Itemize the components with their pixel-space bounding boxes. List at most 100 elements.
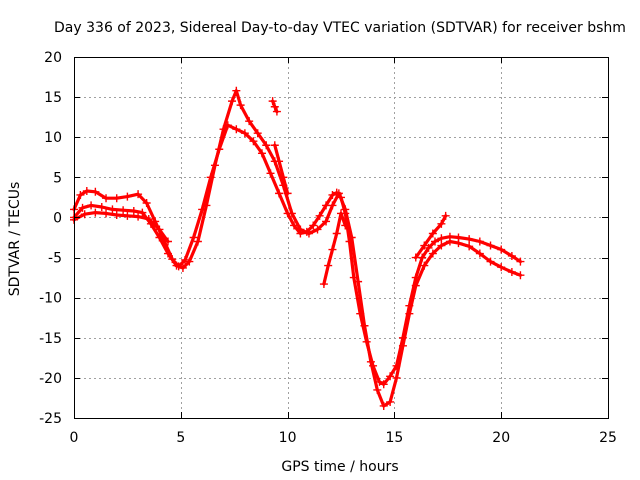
data-point — [420, 261, 429, 270]
data-point — [465, 235, 474, 244]
y-tick-label: -5 — [48, 251, 62, 267]
y-tick-label: -15 — [39, 331, 62, 347]
data-point — [347, 233, 356, 242]
data-point — [516, 257, 525, 266]
data-point — [287, 209, 296, 218]
series-group — [70, 86, 525, 410]
data-point — [398, 341, 407, 350]
data-point — [266, 169, 275, 178]
data-point — [91, 208, 100, 217]
series-line — [322, 211, 347, 286]
data-point — [319, 280, 328, 289]
data-point — [315, 211, 324, 220]
x-tick-label: 20 — [492, 430, 510, 446]
data-point — [441, 211, 450, 220]
data-point — [97, 203, 106, 212]
data-point — [155, 225, 164, 234]
data-point — [437, 234, 446, 243]
series-track-a — [70, 121, 525, 389]
y-tick-label: 15 — [44, 90, 62, 106]
data-point — [87, 201, 96, 210]
data-point — [219, 125, 228, 134]
data-point — [78, 203, 87, 212]
data-point — [332, 229, 341, 238]
data-point — [275, 157, 284, 166]
series-line — [273, 143, 290, 195]
data-point — [354, 277, 363, 286]
series-track-f — [268, 97, 281, 116]
data-point — [228, 97, 237, 106]
data-point — [328, 245, 337, 254]
plot-frame — [74, 57, 609, 419]
data-point — [210, 161, 219, 170]
data-point — [392, 373, 401, 382]
series-track-b — [70, 86, 525, 410]
data-point — [497, 263, 506, 272]
data-point — [270, 102, 279, 111]
y-tick-label: -10 — [39, 291, 62, 307]
data-point — [193, 237, 202, 246]
x-tick-label: 10 — [279, 430, 297, 446]
data-point — [80, 210, 89, 219]
chart-title: Day 336 of 2023, Sidereal Day-to-day VTE… — [54, 20, 626, 36]
data-point — [497, 245, 506, 254]
data-point — [428, 249, 437, 258]
data-point — [236, 101, 245, 110]
data-point — [465, 242, 474, 251]
y-tick-label: -25 — [39, 411, 62, 427]
ticks: 0 5 10 15 20 25 -25 -20 -15 -10 -5 0 5 10 15 20 — [39, 50, 617, 446]
series-track-d — [319, 209, 350, 289]
data-point — [379, 380, 388, 389]
data-point — [257, 149, 266, 158]
data-point — [313, 225, 322, 234]
data-point — [328, 201, 337, 210]
data-point — [262, 141, 271, 150]
data-point — [178, 263, 187, 272]
data-point — [163, 237, 172, 246]
data-point — [232, 125, 241, 134]
data-point — [232, 86, 241, 95]
data-point — [386, 397, 395, 406]
data-point — [360, 321, 369, 330]
x-tick-label: 5 — [176, 430, 185, 446]
data-point — [155, 233, 164, 242]
data-point — [322, 217, 331, 226]
y-tick-label: 0 — [53, 210, 62, 226]
data-point — [486, 257, 495, 266]
data-point — [428, 229, 437, 238]
data-point — [108, 205, 117, 214]
data-point — [309, 221, 318, 230]
data-point — [507, 251, 516, 260]
data-point — [172, 261, 181, 270]
data-point — [189, 233, 198, 242]
x-axis-label: GPS time / hours — [281, 459, 398, 475]
data-point — [270, 141, 279, 150]
data-point — [337, 209, 345, 218]
y-tick-label: -20 — [39, 371, 62, 387]
data-point — [102, 194, 111, 203]
data-point — [181, 255, 190, 264]
data-point — [334, 189, 343, 198]
data-point — [253, 129, 262, 138]
series-line — [72, 89, 523, 408]
data-point — [475, 249, 484, 258]
data-point — [142, 199, 151, 208]
data-point — [82, 186, 91, 195]
y-tick-label: 10 — [44, 130, 62, 146]
data-point — [240, 129, 249, 138]
data-point — [411, 281, 420, 290]
data-point — [134, 212, 143, 221]
data-point — [283, 189, 292, 198]
data-point — [420, 241, 429, 250]
series-track-g — [270, 141, 292, 198]
data-point — [144, 215, 153, 224]
series-line — [72, 211, 170, 244]
data-point — [324, 261, 333, 270]
data-point — [328, 190, 337, 199]
series-line — [72, 123, 523, 386]
data-point — [437, 219, 446, 228]
data-point — [411, 253, 420, 262]
data-point — [123, 211, 132, 220]
data-point — [516, 271, 525, 280]
